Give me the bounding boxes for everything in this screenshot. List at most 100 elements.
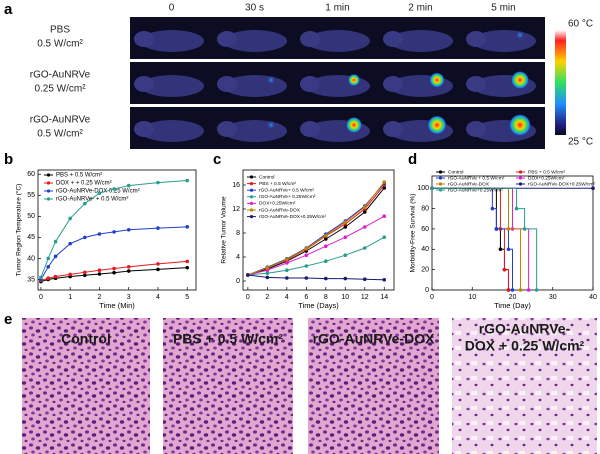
legend-label: rGO-AuNRVe-DOX xyxy=(448,181,490,187)
row-label: rGO-AuNRVe xyxy=(30,115,91,126)
y-tick-label: 40 xyxy=(421,246,429,253)
x-tick-label: 14 xyxy=(380,294,388,301)
data-point xyxy=(506,247,511,252)
data-point xyxy=(534,288,539,292)
x-tick-label: 3 xyxy=(127,294,131,301)
series-line xyxy=(247,215,385,276)
data-point xyxy=(112,266,116,271)
step-segment xyxy=(508,228,522,290)
step-segment xyxy=(432,187,501,229)
mouse-head xyxy=(466,121,486,137)
hotspot xyxy=(346,117,362,133)
mouse-body xyxy=(389,30,453,52)
data-point xyxy=(185,225,190,229)
y-tick-label: 0 xyxy=(236,278,240,285)
y-tick-label: 0 xyxy=(425,287,429,294)
row-label: rGO-AuNRVe xyxy=(30,70,91,81)
step-segment xyxy=(504,269,509,290)
step-segment xyxy=(432,187,518,209)
y-tick-label: 60 xyxy=(421,226,429,233)
legend-label: PBS + 0.5 W/cm² xyxy=(259,181,296,187)
legend-label: DOX + + 0.25 W/cm² xyxy=(56,181,112,187)
step-segment xyxy=(508,248,513,290)
y-tick-label: 35 xyxy=(27,276,35,283)
series-line xyxy=(247,274,385,281)
mouse-body xyxy=(140,120,204,142)
row-label: PBS xyxy=(50,25,70,36)
mouse-head xyxy=(300,121,320,137)
data-point xyxy=(430,186,434,191)
legend-label: Control xyxy=(259,174,274,180)
y-tick-label: 12 xyxy=(232,206,240,213)
y-tick-label: 50 xyxy=(27,213,35,220)
data-point xyxy=(46,265,51,269)
colorbar xyxy=(555,30,566,135)
mouse-head xyxy=(217,31,237,47)
data-point xyxy=(246,273,250,277)
step-segment xyxy=(496,228,509,250)
data-point xyxy=(53,239,58,244)
colorbar-label: 25 °C xyxy=(568,137,593,148)
data-point xyxy=(46,276,51,281)
warm-spot xyxy=(266,120,276,130)
data-point xyxy=(362,246,367,250)
legend-marker xyxy=(518,182,523,186)
legend-marker xyxy=(249,215,254,219)
data-point xyxy=(304,276,309,280)
y-tick-label: 55 xyxy=(27,192,35,199)
histology-image xyxy=(22,318,150,454)
data-point xyxy=(518,288,523,292)
series-line xyxy=(40,260,188,281)
legend-label: rGO-AuNRVe+ 0.25W/cm² xyxy=(259,194,316,200)
data-point xyxy=(68,216,72,221)
hotspot xyxy=(509,114,531,136)
data-point xyxy=(265,271,270,276)
time-label: 1 min xyxy=(325,3,349,14)
data-point xyxy=(514,206,519,211)
time-label: 0 xyxy=(169,3,175,14)
hotspot xyxy=(348,74,360,86)
legend-marker xyxy=(249,195,254,199)
data-point xyxy=(494,227,499,231)
time-label: 2 min xyxy=(408,3,432,14)
legend-marker xyxy=(46,197,51,201)
series-line xyxy=(40,267,188,283)
data-point xyxy=(382,278,387,282)
legend-marker xyxy=(46,173,51,177)
mouse-head xyxy=(466,76,486,92)
x-tick-label: 12 xyxy=(361,294,369,301)
data-point xyxy=(112,187,116,191)
x-tick-label: 0 xyxy=(430,294,434,301)
row-label: 0.25 W/cm² xyxy=(34,84,86,95)
data-point xyxy=(304,264,309,268)
data-point xyxy=(185,178,190,183)
data-point xyxy=(324,244,328,248)
histology-label: rGO-AuNRVe- xyxy=(479,321,571,337)
mouse-head xyxy=(134,31,154,47)
legend-marker xyxy=(438,170,443,174)
data-point xyxy=(126,265,131,269)
data-point xyxy=(343,276,348,281)
warm-spot xyxy=(515,30,525,40)
data-point xyxy=(83,270,87,275)
legend-label: rGO-AuNRVe-DOX+0.25W/cm² xyxy=(528,181,595,187)
data-point xyxy=(83,273,87,278)
data-point xyxy=(156,180,160,185)
data-point xyxy=(506,227,511,231)
data-point xyxy=(343,235,348,239)
data-point xyxy=(526,288,531,292)
data-point xyxy=(498,247,503,252)
mouse-head xyxy=(300,31,320,47)
legend-marker xyxy=(438,182,443,186)
data-point xyxy=(362,210,367,214)
data-point xyxy=(362,277,367,282)
x-tick-label: 0 xyxy=(39,294,43,301)
data-point xyxy=(83,235,87,240)
mouse-head xyxy=(217,121,237,137)
x-tick-label: 8 xyxy=(324,294,328,301)
legend-marker xyxy=(249,175,254,179)
data-point xyxy=(112,270,116,275)
warm-spot xyxy=(266,75,276,85)
panel-label: c xyxy=(213,151,221,168)
